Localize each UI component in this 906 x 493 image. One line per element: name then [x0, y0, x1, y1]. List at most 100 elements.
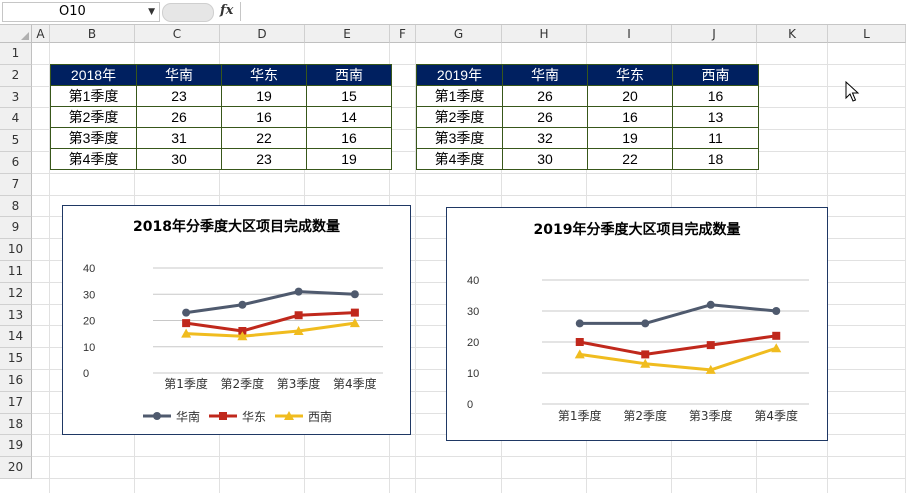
value-cell[interactable]: 16	[221, 106, 307, 128]
data-point	[294, 287, 303, 296]
value-cell[interactable]: 19	[306, 148, 392, 170]
value-cell[interactable]: 20	[587, 85, 673, 107]
chart-2019[interactable]: 2019年分季度大区项目完成数量 0 10 20 30 40 第1季度 第2季度 第3季度 第4…	[446, 207, 828, 442]
quarter-cell[interactable]: 第4季度	[50, 148, 137, 170]
row-header-14[interactable]: 14	[0, 326, 32, 349]
data-point	[350, 290, 359, 299]
row-header-20[interactable]: 20	[0, 457, 32, 479]
data-point	[575, 338, 584, 346]
header-cell[interactable]: 华东	[587, 64, 673, 86]
row-header-11[interactable]: 11	[0, 261, 32, 283]
chart-2018[interactable]: 2018年分季度大区项目完成数量 0 10 20 30 40 第1季度 第2季度 第3季度 第4…	[62, 205, 411, 435]
value-cell[interactable]: 22	[587, 148, 673, 170]
value-cell[interactable]: 22	[221, 127, 307, 149]
formula-input[interactable]	[240, 2, 905, 21]
select-all-corner[interactable]	[0, 25, 32, 43]
table-row: 第3季度 31 22 16	[50, 127, 392, 149]
header-cell[interactable]: 2018年	[50, 64, 137, 86]
row-header-1[interactable]: 1	[0, 43, 32, 65]
column-header-g[interactable]: G	[416, 25, 502, 43]
chevron-down-icon[interactable]: ▼	[148, 7, 155, 17]
value-cell[interactable]: 26	[502, 85, 588, 107]
data-point	[771, 343, 782, 353]
value-cell[interactable]: 16	[672, 85, 759, 107]
value-cell[interactable]: 18	[672, 148, 759, 170]
legend-label: 西南	[724, 441, 748, 442]
legend-label: 华南	[176, 409, 200, 424]
row-header-15[interactable]: 15	[0, 348, 32, 370]
value-cell[interactable]: 13	[672, 106, 759, 128]
quarter-cell[interactable]: 第1季度	[416, 85, 503, 107]
column-header-k[interactable]: K	[757, 25, 828, 43]
row-header-5[interactable]: 5	[0, 130, 32, 152]
table-2018[interactable]: 2018年 华南 华东 西南 第1季度 23 19 15 第2季度 26 16 …	[50, 64, 392, 170]
value-cell[interactable]: 15	[306, 85, 392, 107]
header-cell[interactable]: 华东	[221, 64, 307, 86]
value-cell[interactable]: 26	[502, 106, 588, 128]
value-cell[interactable]: 23	[221, 148, 307, 170]
value-cell[interactable]: 16	[306, 127, 392, 149]
row-header-9[interactable]: 9	[0, 217, 32, 240]
quarter-cell[interactable]: 第2季度	[416, 106, 503, 128]
row-header-13[interactable]: 13	[0, 304, 32, 327]
value-cell[interactable]: 19	[221, 85, 307, 107]
column-header-h[interactable]: H	[502, 25, 587, 43]
value-cell[interactable]: 11	[672, 127, 759, 149]
value-cell[interactable]: 30	[136, 148, 222, 170]
header-cell[interactable]: 2019年	[416, 64, 503, 86]
row-header-4[interactable]: 4	[0, 108, 32, 131]
column-header-j[interactable]: J	[672, 25, 757, 43]
column-header-f[interactable]: F	[390, 25, 416, 43]
quarter-cell[interactable]: 第3季度	[50, 127, 137, 149]
column-header-a[interactable]: A	[32, 25, 50, 43]
x-tick-label: 第2季度	[623, 408, 667, 423]
value-cell[interactable]: 31	[136, 127, 222, 149]
column-header-c[interactable]: C	[135, 25, 220, 43]
x-tick-label: 第3季度	[689, 408, 733, 423]
value-cell[interactable]: 26	[136, 106, 222, 128]
column-header-d[interactable]: D	[220, 25, 305, 43]
header-cell[interactable]: 西南	[306, 64, 392, 86]
mouse-pointer-icon	[845, 81, 860, 102]
table-row: 第4季度 30 23 19	[50, 148, 392, 170]
legend-marker	[284, 411, 294, 420]
quarter-cell[interactable]: 第4季度	[416, 148, 503, 170]
column-header-e[interactable]: E	[305, 25, 390, 43]
row-header-8[interactable]: 8	[0, 195, 32, 218]
column-header-l[interactable]: L	[828, 25, 906, 43]
row-header-16[interactable]: 16	[0, 370, 32, 392]
column-header-i[interactable]: I	[587, 25, 672, 43]
row-header-10[interactable]: 10	[0, 239, 32, 261]
name-box[interactable]: O10 ▼	[2, 2, 160, 22]
value-cell[interactable]: 19	[587, 127, 673, 149]
insert-function-icon[interactable]: fx	[220, 3, 234, 18]
value-cell[interactable]: 23	[136, 85, 222, 107]
data-point	[706, 341, 715, 350]
row-header-19[interactable]: 19	[0, 435, 32, 458]
quarter-cell[interactable]: 第2季度	[50, 106, 137, 128]
row-header-2[interactable]: 2	[0, 64, 32, 87]
chart-title: 2018年分季度大区项目完成数量	[133, 219, 340, 235]
row-header-6[interactable]: 6	[0, 152, 32, 174]
data-point	[182, 308, 191, 317]
row-header-17[interactable]: 17	[0, 391, 32, 414]
header-cell[interactable]: 华南	[502, 64, 588, 86]
y-tick-label: 30	[467, 306, 479, 318]
row-header-3[interactable]: 3	[0, 86, 32, 109]
value-cell[interactable]: 16	[587, 106, 673, 128]
quarter-cell[interactable]: 第1季度	[50, 85, 137, 107]
column-header-b[interactable]: B	[50, 25, 135, 43]
formula-grip[interactable]	[162, 3, 214, 22]
row-header-12[interactable]: 12	[0, 282, 32, 305]
row-header-18[interactable]: 18	[0, 413, 32, 436]
header-cell[interactable]: 华南	[136, 64, 222, 86]
table-2019[interactable]: 2019年 华南 华东 西南 第1季度 26 20 16 第2季度 26 16 …	[416, 64, 759, 170]
legend-marker	[153, 412, 161, 420]
value-cell[interactable]: 14	[306, 106, 392, 128]
quarter-cell[interactable]: 第3季度	[416, 127, 503, 149]
value-cell[interactable]: 32	[502, 127, 588, 149]
header-cell[interactable]: 西南	[672, 64, 759, 86]
row-header-7[interactable]: 7	[0, 173, 32, 196]
value-cell[interactable]: 30	[502, 148, 588, 170]
